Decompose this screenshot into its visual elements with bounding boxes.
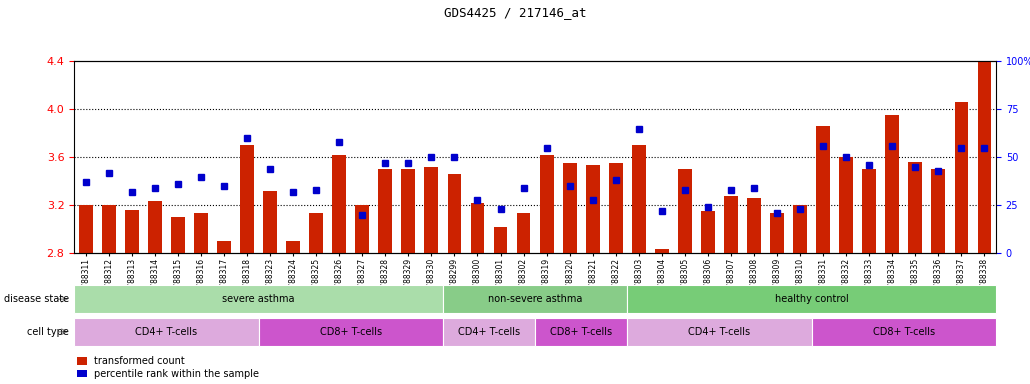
Bar [443, 318, 536, 346]
Text: cell type: cell type [27, 327, 69, 337]
Text: CD4+ T-cells: CD4+ T-cells [458, 327, 520, 337]
Bar [535, 318, 627, 346]
Bar [148, 200, 162, 253]
Bar [309, 213, 323, 253]
Bar [678, 169, 692, 253]
Bar [655, 249, 668, 253]
Bar [447, 174, 461, 253]
Bar [609, 164, 623, 253]
Bar [194, 213, 208, 253]
Bar [886, 116, 899, 253]
Legend: transformed count, percentile rank within the sample: transformed count, percentile rank withi… [77, 356, 260, 379]
Bar [402, 169, 415, 253]
Bar [793, 205, 808, 253]
Bar [171, 217, 184, 253]
Bar [540, 155, 553, 253]
Bar [240, 146, 254, 253]
Bar [102, 205, 115, 253]
Bar [631, 146, 646, 253]
Bar [125, 210, 139, 253]
Text: CD8+ T-cells: CD8+ T-cells [319, 327, 382, 337]
Bar [977, 50, 992, 253]
Bar [424, 167, 439, 253]
Bar [701, 212, 715, 253]
Bar [908, 162, 922, 253]
Bar [627, 285, 996, 313]
Bar [217, 242, 231, 253]
Bar [471, 203, 484, 253]
Bar [562, 164, 577, 253]
Bar [78, 205, 93, 253]
Bar [333, 155, 346, 253]
Bar [355, 205, 369, 253]
Bar [747, 198, 761, 253]
Text: GDS4425 / 217146_at: GDS4425 / 217146_at [444, 6, 586, 19]
Bar [74, 285, 443, 313]
Bar [493, 227, 508, 253]
Bar [259, 318, 443, 346]
Bar [816, 126, 830, 253]
Text: disease state: disease state [4, 294, 69, 304]
Bar [74, 318, 259, 346]
Text: CD8+ T-cells: CD8+ T-cells [550, 327, 612, 337]
Text: severe asthma: severe asthma [222, 294, 295, 304]
Text: CD4+ T-cells: CD4+ T-cells [688, 327, 751, 337]
Text: healthy control: healthy control [775, 294, 849, 304]
Bar [812, 318, 996, 346]
Text: CD4+ T-cells: CD4+ T-cells [135, 327, 198, 337]
Bar [931, 169, 946, 253]
Bar [724, 196, 737, 253]
Text: CD8+ T-cells: CD8+ T-cells [872, 327, 935, 337]
Bar [286, 242, 300, 253]
Bar [263, 191, 277, 253]
Bar [627, 318, 812, 346]
Bar [517, 213, 530, 253]
Text: non-severe asthma: non-severe asthma [488, 294, 582, 304]
Bar [862, 169, 877, 253]
Bar [770, 213, 784, 253]
Bar [378, 169, 392, 253]
Bar [586, 165, 599, 253]
Bar [955, 102, 968, 253]
Bar [839, 157, 853, 253]
Bar [443, 285, 627, 313]
